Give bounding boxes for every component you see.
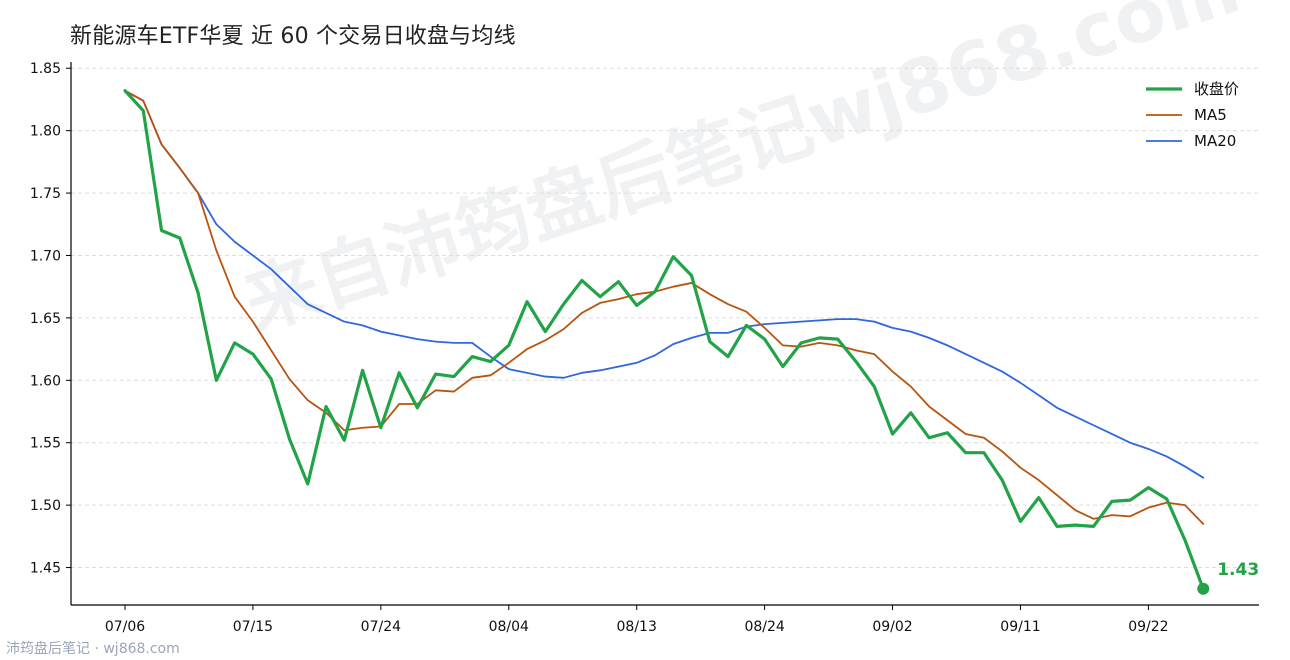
last-close-label: 1.43 <box>1217 560 1259 580</box>
x-tick-label: 09/02 <box>872 619 912 635</box>
grid-lines <box>71 67 1259 569</box>
x-tick-label: 08/24 <box>744 619 784 635</box>
legend-label: MA20 <box>1194 132 1236 150</box>
x-tick-label: 07/24 <box>361 619 401 635</box>
x-tick-label: 08/13 <box>617 619 657 635</box>
annotations: 1.43 <box>1197 560 1259 595</box>
watermark: 来自沛筠盘后笔记wj868.com <box>234 0 1250 347</box>
legend-label: MA5 <box>1194 106 1227 124</box>
ma5-line <box>124 89 1205 525</box>
close-price-line <box>123 89 1205 591</box>
x-tick-label: 09/11 <box>1000 619 1040 635</box>
y-tick-label: 1.45 <box>30 561 61 577</box>
y-tick-label: 1.70 <box>30 248 61 264</box>
y-tick-label: 1.50 <box>30 498 61 514</box>
x-tick-label: 08/04 <box>489 619 529 635</box>
y-tick-label: 1.60 <box>30 373 61 389</box>
y-tick-label: 1.55 <box>30 436 61 452</box>
x-tick-label: 07/15 <box>233 619 273 635</box>
x-tick-label: 09/22 <box>1128 619 1168 635</box>
y-tick-label: 1.75 <box>30 186 61 202</box>
watermark-text: 来自沛筠盘后笔记wj868.com <box>234 0 1250 347</box>
axes: 1.45 1.50 1.55 1.60 1.65 1.70 1.75 1.80 1.85 07/0… <box>30 61 1259 635</box>
last-close-marker <box>1197 582 1210 595</box>
series-lines <box>123 89 1205 591</box>
legend-label: 收盘价 <box>1194 80 1239 98</box>
y-tick-label: 1.85 <box>30 61 61 77</box>
x-tick-label: 07/06 <box>105 619 145 635</box>
chart-title: 新能源车ETF华夏 近 60 个交易日收盘与均线 <box>70 24 516 49</box>
y-tick-label: 1.80 <box>30 124 61 140</box>
footer-source: 沛筠盘后笔记 · wj868.com <box>6 641 180 657</box>
ma20-line <box>124 89 1205 479</box>
y-tick-label: 1.65 <box>30 311 61 327</box>
legend: 收盘价 MA5 MA20 <box>1146 80 1239 150</box>
